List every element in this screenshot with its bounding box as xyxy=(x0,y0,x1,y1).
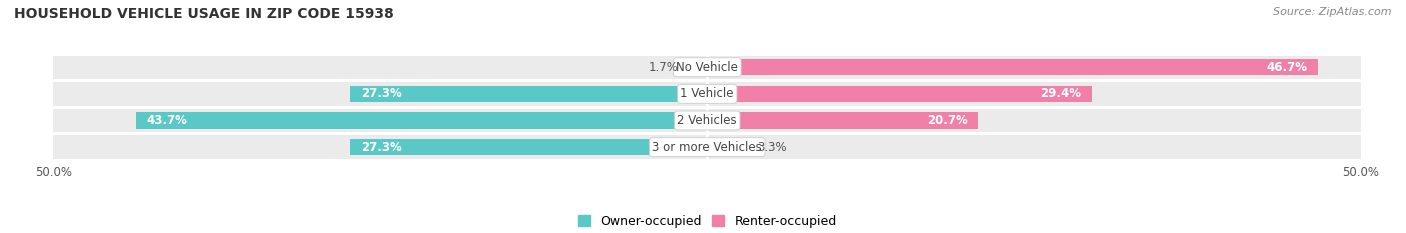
Bar xyxy=(707,135,1361,159)
Bar xyxy=(707,86,1091,102)
Text: 29.4%: 29.4% xyxy=(1040,87,1081,100)
Text: 3 or more Vehicles: 3 or more Vehicles xyxy=(652,141,762,154)
Text: 43.7%: 43.7% xyxy=(146,114,187,127)
Text: Source: ZipAtlas.com: Source: ZipAtlas.com xyxy=(1274,7,1392,17)
Text: 2 Vehicles: 2 Vehicles xyxy=(678,114,737,127)
Text: 46.7%: 46.7% xyxy=(1267,61,1308,74)
Bar xyxy=(707,82,1361,106)
Bar xyxy=(707,59,1317,75)
Text: 3.3%: 3.3% xyxy=(756,141,786,154)
Text: 1 Vehicle: 1 Vehicle xyxy=(681,87,734,100)
Bar xyxy=(707,109,1361,132)
Text: HOUSEHOLD VEHICLE USAGE IN ZIP CODE 15938: HOUSEHOLD VEHICLE USAGE IN ZIP CODE 1593… xyxy=(14,7,394,21)
Bar xyxy=(53,82,707,106)
Text: No Vehicle: No Vehicle xyxy=(676,61,738,74)
Bar xyxy=(53,55,707,79)
Bar xyxy=(350,86,707,102)
Text: 20.7%: 20.7% xyxy=(927,114,967,127)
Legend: Owner-occupied, Renter-occupied: Owner-occupied, Renter-occupied xyxy=(572,210,842,233)
Text: 27.3%: 27.3% xyxy=(361,87,402,100)
Bar xyxy=(707,112,979,129)
Bar xyxy=(136,112,707,129)
Text: 27.3%: 27.3% xyxy=(361,141,402,154)
Bar xyxy=(53,109,707,132)
Bar xyxy=(707,139,751,155)
Bar xyxy=(707,55,1361,79)
Bar xyxy=(685,59,707,75)
Bar xyxy=(53,135,707,159)
Bar xyxy=(350,139,707,155)
Text: 1.7%: 1.7% xyxy=(648,61,679,74)
